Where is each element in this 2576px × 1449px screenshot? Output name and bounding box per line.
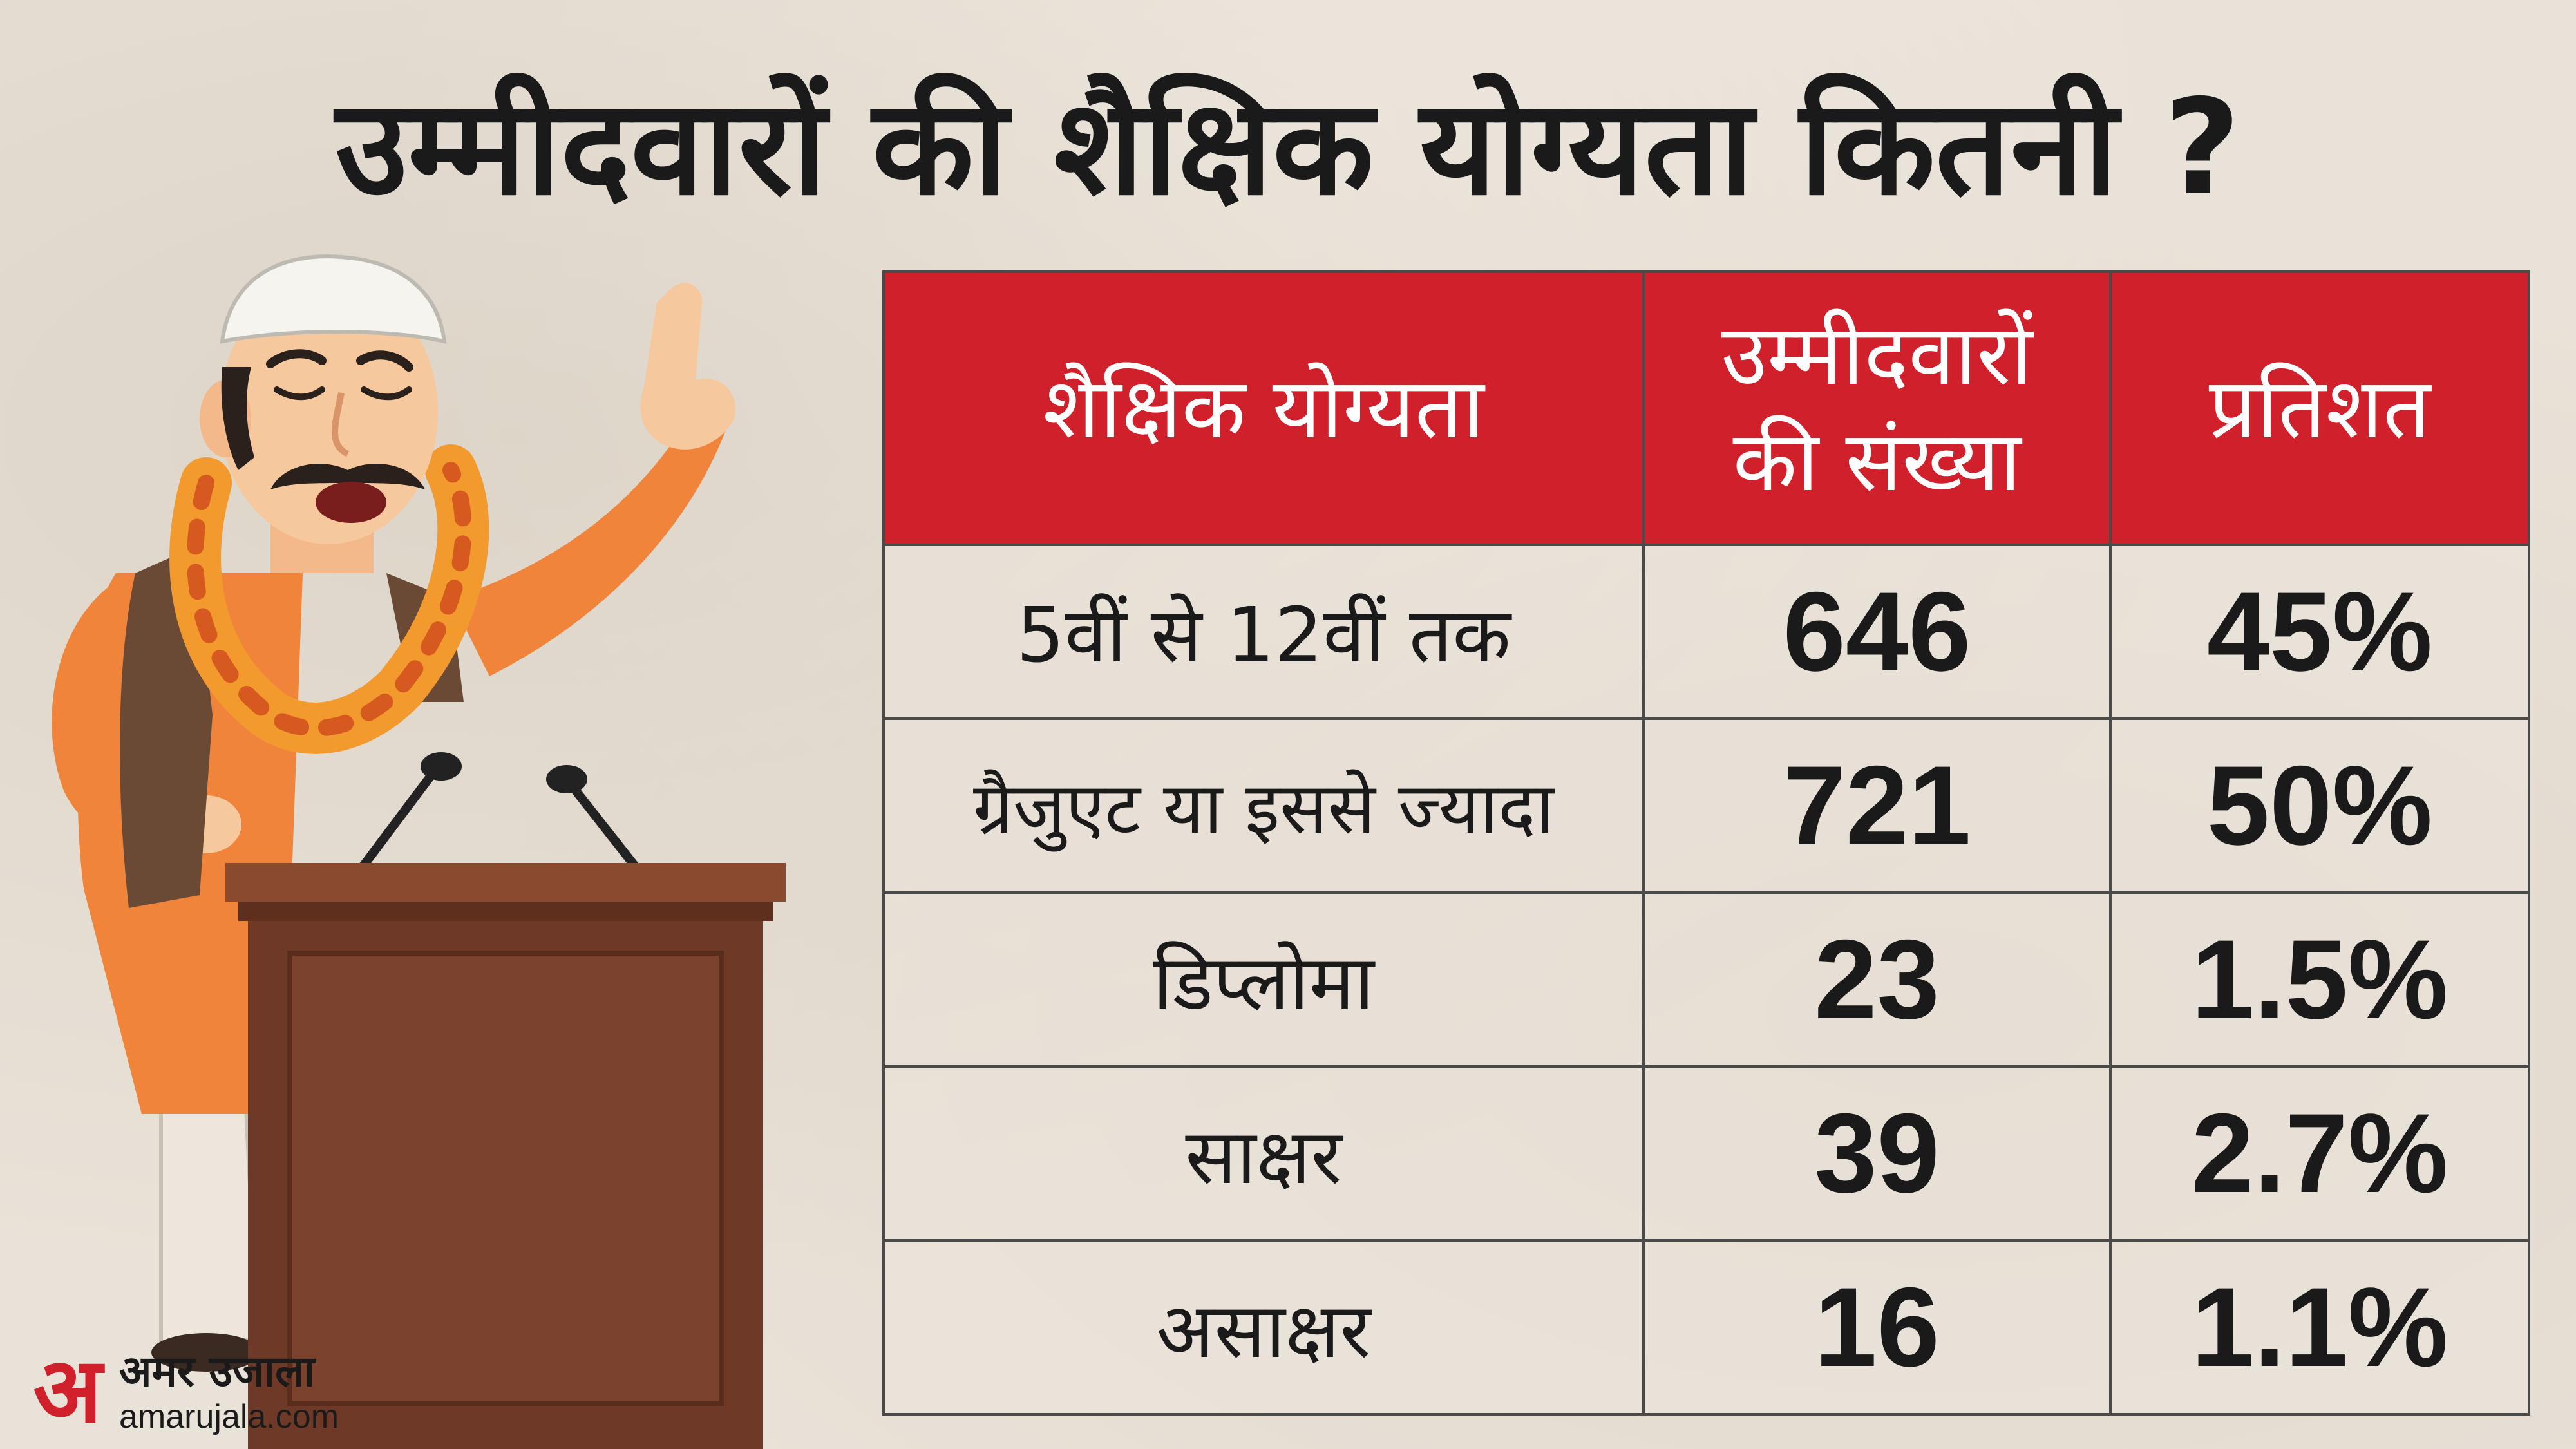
- row-label: साक्षर: [882, 1065, 1645, 1242]
- mic-stand-right: [563, 776, 641, 873]
- header-candidate-count: उम्मीदवारों की संख्या: [1642, 270, 2112, 546]
- eye-right: [361, 386, 412, 401]
- podium-panel: [287, 951, 724, 1406]
- row-count: 39: [1642, 1065, 2112, 1242]
- amar-ujala-logo: अ अमर उजाला amarujala.com: [19, 1343, 406, 1439]
- nose: [332, 392, 350, 457]
- hair: [221, 367, 254, 470]
- table-row: 5वीं से 12वीं तक 646 45%: [882, 544, 2530, 720]
- mustache: [270, 464, 425, 489]
- mouth: [316, 482, 386, 523]
- row-percent: 45%: [2109, 544, 2530, 720]
- row-count: 721: [1642, 717, 2112, 894]
- row-count: 646: [1642, 544, 2112, 720]
- politician-podium-illustration: [52, 254, 786, 1449]
- podium-lip: [238, 902, 773, 921]
- row-count: 23: [1642, 891, 2112, 1068]
- row-label: असाक्षर: [882, 1239, 1645, 1416]
- table-row: ग्रैजुएट या इससे ज्यादा 721 50%: [882, 717, 2530, 894]
- left-arm: [52, 586, 213, 852]
- row-percent: 2.7%: [2109, 1065, 2530, 1242]
- education-table: शैक्षिक योग्यता उम्मीदवारों की संख्या प्…: [882, 270, 2530, 1416]
- row-label: डिप्लोमा: [882, 891, 1645, 1068]
- header-percent: प्रतिशत: [2109, 270, 2530, 546]
- education-table-container: शैक्षिक योग्यता उम्मीदवारों की संख्या प्…: [882, 270, 2530, 1416]
- mic-stand-left: [357, 763, 442, 873]
- row-count: 16: [1642, 1239, 2112, 1416]
- eyebrow-right: [356, 350, 413, 372]
- logo-url: amarujala.com: [119, 1398, 339, 1435]
- mic-left: [421, 752, 462, 781]
- table-row: साक्षर 39 2.7%: [882, 1065, 2530, 1242]
- dhoti-legs: [159, 1080, 260, 1349]
- page-title: उम्मीदवारों की शैक्षिक योग्यता कितनी ?: [335, 71, 2241, 225]
- eyebrow-left: [266, 349, 327, 368]
- right-hand: [640, 283, 735, 450]
- row-percent: 1.1%: [2109, 1239, 2530, 1416]
- logo-name: अमर उजाला: [119, 1347, 315, 1396]
- mic-right: [546, 765, 587, 793]
- table-header-row: शैक्षिक योग्यता उम्मीदवारों की संख्या प्…: [882, 270, 2530, 546]
- table-row: डिप्लोमा 23 1.5%: [882, 891, 2530, 1068]
- row-percent: 50%: [2109, 717, 2530, 894]
- logo-mark: अ: [33, 1338, 102, 1443]
- eye-left: [274, 386, 325, 401]
- right-arm: [451, 406, 728, 676]
- table-row: असाक्षर 16 1.1%: [882, 1239, 2530, 1416]
- podium-top: [225, 863, 786, 902]
- garland-inner: [187, 462, 472, 737]
- row-label: ग्रैजुएट या इससे ज्यादा: [882, 717, 1645, 894]
- gandhi-cap: [220, 254, 447, 344]
- shoe: [151, 1333, 261, 1372]
- row-label: 5वीं से 12वीं तक: [882, 544, 1645, 720]
- row-percent: 1.5%: [2109, 891, 2530, 1068]
- header-qualification: शैक्षिक योग्यता: [882, 270, 1645, 546]
